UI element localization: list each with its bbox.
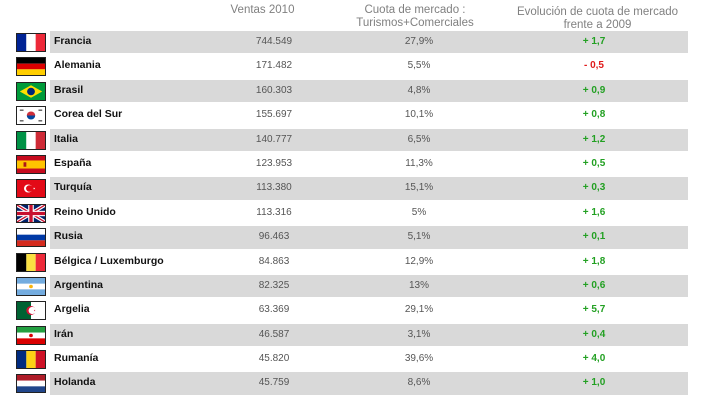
evolucion-value: + 0,9: [582, 84, 606, 96]
cuota-value: 27,9%: [404, 36, 434, 47]
uk-flag-icon: [16, 203, 46, 223]
cuota-value: 12,9%: [404, 255, 434, 267]
romania-flag-icon: [16, 350, 46, 370]
header-cuota-line1: Cuota de mercado :: [364, 4, 466, 16]
country-name: Bélgica / Luxemburgo: [54, 254, 164, 267]
table-row: Reino Unido 113.316 5% + 1,6: [14, 201, 688, 225]
evolucion-value: + 0,4: [582, 328, 606, 340]
table-row: Bélgica / Luxemburgo 84.863 12,9% + 1,8: [14, 250, 688, 274]
header-evolucion: Evolución de cuota de mercado frente a 2…: [505, 6, 690, 32]
evolucion-value: + 0,8: [582, 109, 606, 121]
cuota-value: 10,1%: [404, 109, 434, 121]
evolucion-value: + 0,5: [582, 157, 606, 169]
table-row: Argentina 82.325 13% + 0,6: [14, 274, 688, 298]
ventas-value: 171.482: [255, 60, 293, 72]
france-flag-icon: [16, 33, 46, 52]
cuota-value: 8,6%: [407, 377, 431, 389]
belgium-flag-icon: [16, 252, 46, 272]
cuota-value: 5,1%: [407, 231, 431, 243]
cuota-value: 3,1%: [407, 328, 431, 340]
cuota-value: 11,3%: [405, 157, 433, 169]
cuota-value: 15,1%: [404, 182, 434, 194]
ventas-value: 113.380: [256, 182, 292, 194]
ventas-value: 744.549: [255, 36, 293, 47]
ventas-value: 123.953: [255, 157, 293, 169]
cuota-value: 13%: [408, 279, 429, 291]
cuota-value: 5%: [411, 206, 427, 218]
cuota-value: 39,6%: [404, 353, 434, 365]
ventas-value: 46.587: [258, 328, 290, 340]
evolucion-value: + 1,7: [582, 36, 606, 47]
evolucion-value: + 1,6: [582, 206, 606, 218]
table-row: Corea del Sur 155.697 10,1% + 0,8: [14, 103, 688, 127]
evolucion-value: + 4,0: [582, 353, 606, 365]
table-row: Turquía 113.380 15,1% + 0,3: [14, 176, 688, 200]
country-name: Rumanía: [54, 352, 99, 365]
russia-flag-icon: [16, 228, 46, 248]
country-name: Corea del Sur: [54, 108, 123, 121]
italy-flag-icon: [16, 130, 46, 150]
header-evolucion-line2: frente a 2009: [563, 19, 632, 31]
cuota-value: 6,5%: [407, 133, 431, 145]
netherlands-flag-icon: [16, 374, 46, 394]
table-row: Rusia 96.463 5,1% + 0,1: [14, 225, 688, 249]
ventas-value: 45.759: [258, 377, 290, 389]
country-name: Turquía: [54, 181, 92, 194]
country-name: Rusia: [54, 230, 83, 243]
cuota-value: 29,1%: [404, 304, 434, 316]
sales-table: Francia 744.549 27,9% + 1,7 Alemania 171…: [14, 30, 688, 396]
table-row: Alemania 171.482 5,5% - 0,5: [14, 54, 688, 78]
brazil-flag-icon: [16, 81, 46, 101]
header-ventas-label: Ventas 2010: [230, 4, 295, 16]
evolucion-value: + 0,1: [582, 231, 606, 243]
evolucion-value: + 0,3: [582, 182, 606, 194]
country-name: Italia: [54, 132, 78, 145]
header-cuota-line2: Turismos+Comerciales: [356, 17, 474, 29]
spain-flag-icon: [16, 154, 46, 174]
evolucion-value: + 1,2: [582, 133, 606, 145]
country-name: Argelia: [54, 303, 90, 316]
evolucion-value: - 0,5: [583, 60, 604, 72]
cuota-value: 4,8%: [407, 84, 431, 96]
ventas-value: 96.463: [258, 231, 290, 243]
evolucion-value: + 1,8: [582, 255, 606, 267]
algeria-flag-icon: [16, 301, 46, 321]
country-name: Holanda: [54, 376, 96, 389]
country-name: Brasil: [54, 83, 84, 96]
table-row: Holanda 45.759 8,6% + 1,0: [14, 371, 688, 395]
south-korea-flag-icon: [16, 106, 46, 126]
evolucion-value: + 1,0: [582, 377, 606, 389]
header-ventas: Ventas 2010: [200, 4, 325, 17]
country-name: Reino Unido: [54, 205, 116, 218]
argentina-flag-icon: [16, 276, 46, 296]
country-name: Argentina: [54, 278, 104, 291]
ventas-value: 84.863: [258, 255, 290, 267]
cuota-value: 5,5%: [407, 60, 431, 72]
country-name: España: [54, 156, 92, 169]
header-cuota: Cuota de mercado : Turismos+Comerciales: [335, 4, 495, 30]
table-row: España 123.953 11,3% + 0,5: [14, 152, 688, 176]
iran-flag-icon: [16, 325, 46, 345]
ventas-value: 113.316: [256, 206, 292, 218]
ventas-value: 82.325: [258, 279, 290, 291]
table-row: Irán 46.587 3,1% + 0,4: [14, 323, 688, 347]
evolucion-value: + 5,7: [582, 304, 606, 316]
germany-flag-icon: [16, 57, 46, 77]
ventas-value: 160.303: [255, 84, 293, 96]
table-row: Argelia 63.369 29,1% + 5,7: [14, 298, 688, 322]
turkey-flag-icon: [16, 179, 46, 199]
country-name: Francia: [54, 35, 92, 47]
ventas-value: 155.697: [255, 109, 293, 121]
country-name: Irán: [54, 327, 74, 340]
ventas-value: 45.820: [258, 353, 290, 365]
ventas-value: 140.777: [255, 133, 293, 145]
header-evolucion-line1: Evolución de cuota de mercado: [516, 6, 679, 18]
table-row: Rumanía 45.820 39,6% + 4,0: [14, 347, 688, 371]
evolucion-value: + 0,6: [582, 279, 606, 291]
table-row: Brasil 160.303 4,8% + 0,9: [14, 79, 688, 103]
country-name: Alemania: [54, 59, 101, 72]
table-row: Francia 744.549 27,9% + 1,7: [14, 30, 688, 54]
ventas-value: 63.369: [258, 304, 290, 316]
table-row: Italia 140.777 6,5% + 1,2: [14, 128, 688, 152]
